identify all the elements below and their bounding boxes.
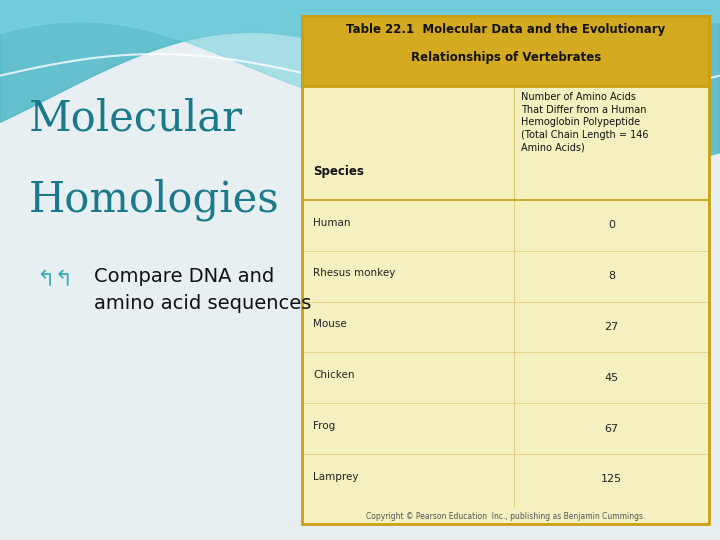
Text: 27: 27 xyxy=(605,322,618,332)
Text: Frog: Frog xyxy=(313,421,336,431)
Text: Human: Human xyxy=(313,218,351,227)
Text: 45: 45 xyxy=(605,373,618,383)
Text: Compare DNA and
amino acid sequences: Compare DNA and amino acid sequences xyxy=(94,267,311,313)
Text: Table 22.1  Molecular Data and the Evolutionary: Table 22.1 Molecular Data and the Evolut… xyxy=(346,23,665,36)
Text: Relationships of Vertebrates: Relationships of Vertebrates xyxy=(410,51,601,64)
Text: ↰↰: ↰↰ xyxy=(36,270,73,290)
Text: Lamprey: Lamprey xyxy=(313,472,359,482)
Text: 8: 8 xyxy=(608,271,615,281)
Text: Mouse: Mouse xyxy=(313,319,347,329)
Text: Homologies: Homologies xyxy=(29,178,279,221)
Bar xyxy=(302,16,709,86)
Text: Number of Amino Acids
That Differ from a Human
Hemoglobin Polypeptide
(Total Cha: Number of Amino Acids That Differ from a… xyxy=(521,92,649,153)
Text: Rhesus monkey: Rhesus monkey xyxy=(313,268,395,279)
Text: 0: 0 xyxy=(608,220,615,230)
Text: 125: 125 xyxy=(601,475,622,484)
Text: Species: Species xyxy=(313,165,364,178)
Text: Copyright © Pearson Education  Inc., publishing as Benjamin Cummings.: Copyright © Pearson Education Inc., publ… xyxy=(366,512,646,521)
Text: 67: 67 xyxy=(605,423,618,434)
Text: Molecular: Molecular xyxy=(29,97,243,139)
Text: Chicken: Chicken xyxy=(313,370,355,380)
Bar xyxy=(302,16,709,524)
